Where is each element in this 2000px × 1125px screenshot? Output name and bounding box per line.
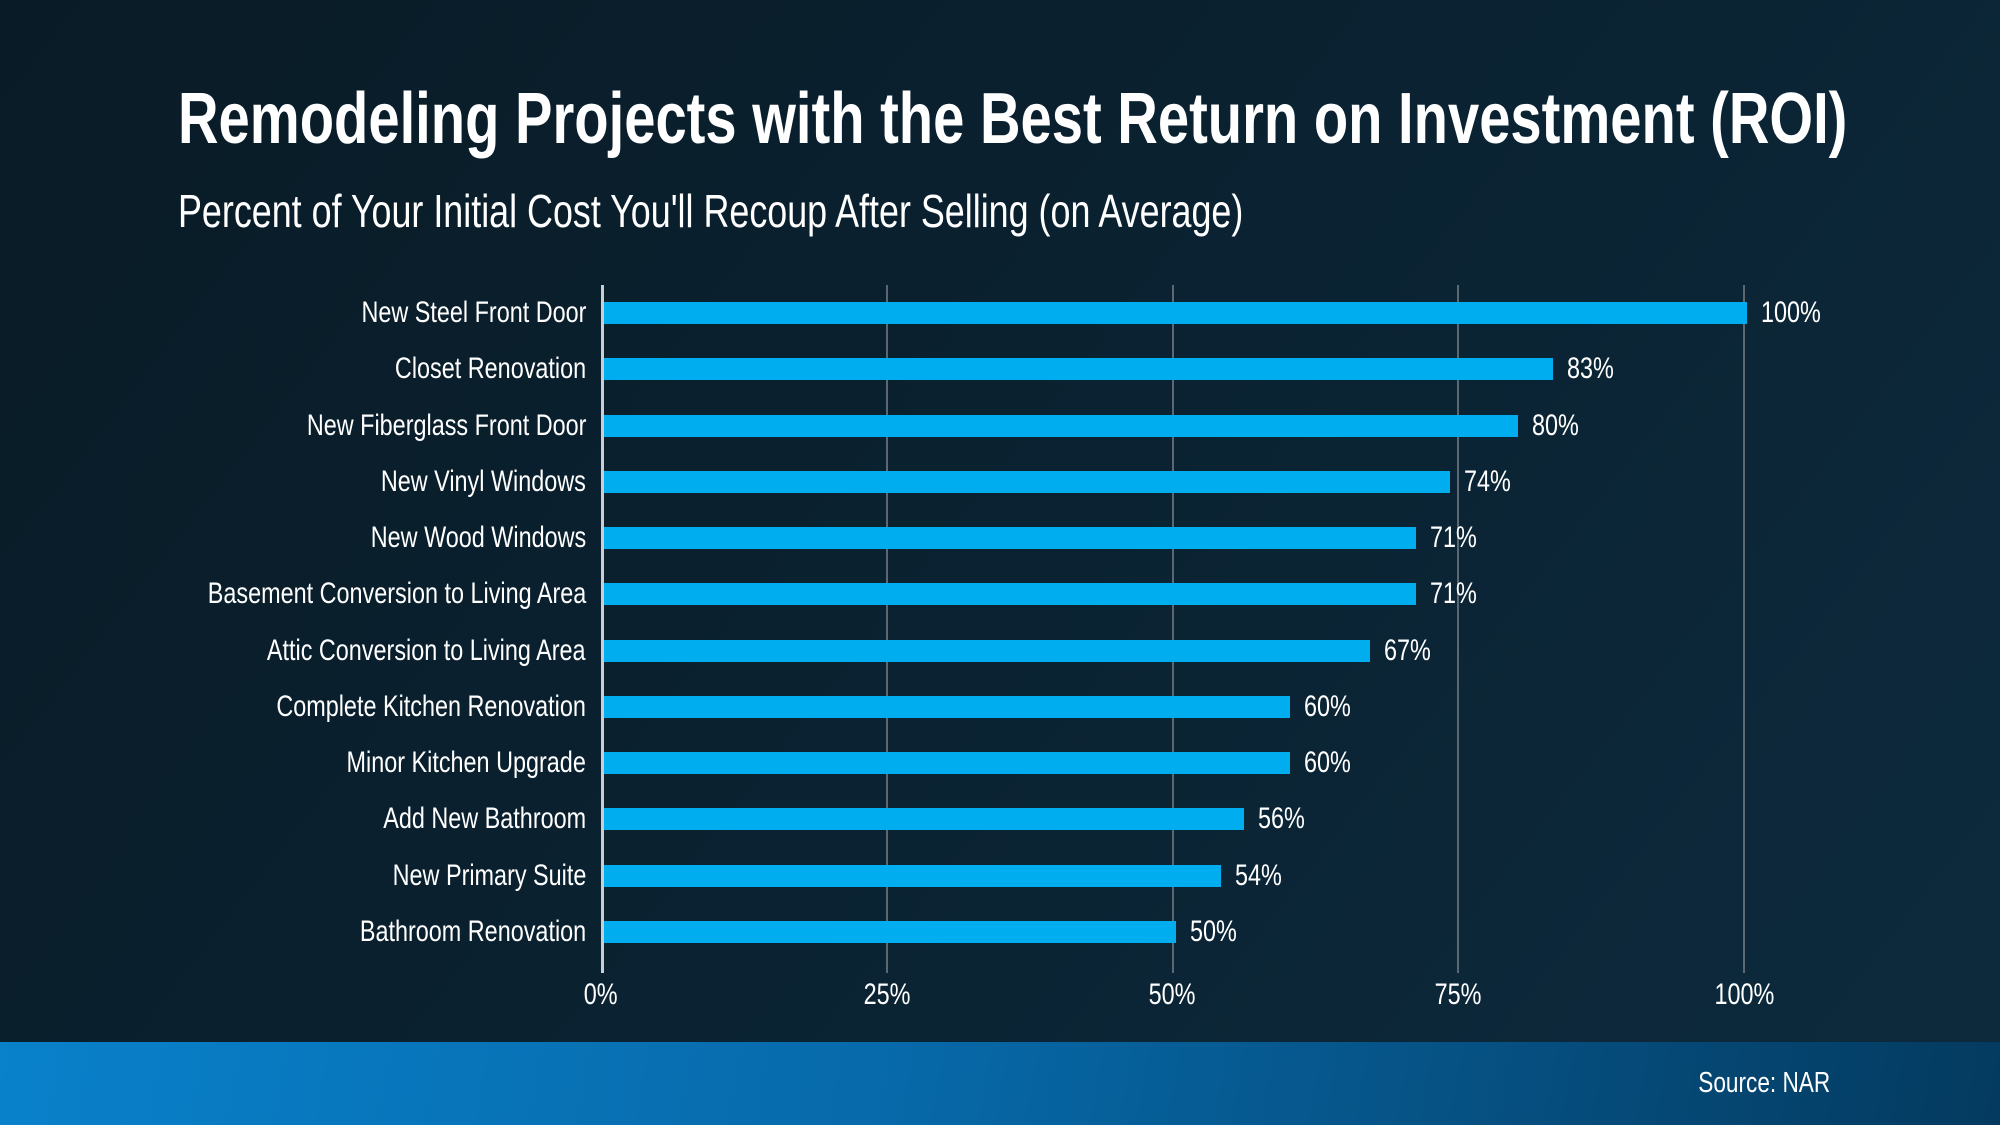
bar xyxy=(604,302,1747,325)
value-label: 54% xyxy=(1235,856,1295,896)
value-label: 67% xyxy=(1384,631,1444,671)
gridline-100 xyxy=(1743,285,1745,973)
y-axis-line xyxy=(601,285,604,973)
bar xyxy=(604,808,1245,831)
category-label-text: New Primary Suite xyxy=(392,858,586,892)
category-label: Closet Renovation xyxy=(26,349,586,389)
value-label: 80% xyxy=(1532,406,1592,446)
bar xyxy=(604,639,1370,662)
x-tick-label-25: 25% xyxy=(812,975,962,1015)
category-label: Basement Conversion to Living Area xyxy=(26,574,586,614)
page-subtitle: Percent of Your Initial Cost You'll Reco… xyxy=(178,186,1544,237)
value-label-text: 100% xyxy=(1761,296,1821,330)
value-label-text: 50% xyxy=(1189,914,1237,948)
value-label-text: 71% xyxy=(1429,577,1477,611)
footer-bar: Source: NAR xyxy=(0,1042,2000,1125)
bar xyxy=(604,583,1416,606)
category-label-text: Closet Renovation xyxy=(394,352,586,386)
bar xyxy=(604,527,1416,550)
category-label: Attic Conversion to Living Area xyxy=(26,631,586,671)
bar xyxy=(604,358,1553,381)
category-label-text: Add New Bathroom xyxy=(383,802,586,836)
category-label-text: New Steel Front Door xyxy=(361,296,586,330)
x-tick-label-0: 0% xyxy=(526,975,676,1015)
bar xyxy=(604,864,1222,887)
category-label: New Vinyl Windows xyxy=(26,462,586,502)
bar xyxy=(604,752,1290,775)
gridline-25 xyxy=(885,285,888,973)
category-label-text: New Fiberglass Front Door xyxy=(306,408,586,442)
gridline-50 xyxy=(1171,285,1174,973)
category-label-text: Minor Kitchen Upgrade xyxy=(346,746,586,780)
bar xyxy=(604,470,1450,493)
category-label-text: New Vinyl Windows xyxy=(380,464,586,498)
category-label: New Wood Windows xyxy=(26,518,586,558)
value-label: 74% xyxy=(1464,462,1524,502)
value-label-text: 74% xyxy=(1463,464,1511,498)
category-label: Bathroom Renovation xyxy=(26,912,586,952)
category-label-text: Basement Conversion to Living Area xyxy=(207,577,586,611)
value-label: 60% xyxy=(1304,687,1364,727)
value-label-text: 71% xyxy=(1429,521,1477,555)
page-title: Remodeling Projects with the Best Return… xyxy=(178,79,2000,159)
value-label-text: 56% xyxy=(1258,802,1305,836)
chart-area: New Steel Front Door 100% Closet Renovatio… xyxy=(0,285,2000,1011)
category-label-text: Complete Kitchen Renovation xyxy=(276,689,586,723)
x-tick-label-text: 50% xyxy=(1149,978,1196,1011)
category-label: New Steel Front Door xyxy=(26,293,586,333)
bar xyxy=(604,414,1519,437)
value-label: 56% xyxy=(1258,799,1318,839)
value-label: 100% xyxy=(1761,293,1838,333)
value-label-text: 80% xyxy=(1532,408,1580,442)
bar xyxy=(604,920,1176,943)
page-subtitle-text: Percent of Your Initial Cost You'll Reco… xyxy=(178,185,1244,237)
category-label: Minor Kitchen Upgrade xyxy=(26,743,586,783)
x-tick-label-text: 25% xyxy=(863,978,911,1011)
x-tick-label-75: 75% xyxy=(1383,975,1533,1015)
category-label: Complete Kitchen Renovation xyxy=(26,687,586,727)
value-label-text: 67% xyxy=(1383,633,1431,667)
value-label: 83% xyxy=(1567,349,1627,389)
value-label: 71% xyxy=(1430,518,1490,558)
x-tick-label-text: 75% xyxy=(1434,978,1482,1011)
value-label-text: 83% xyxy=(1566,352,1614,386)
category-label: New Primary Suite xyxy=(26,856,586,896)
value-label: 60% xyxy=(1304,743,1364,783)
category-label-text: Attic Conversion to Living Area xyxy=(267,633,586,667)
value-label: 71% xyxy=(1430,574,1490,614)
category-label: Add New Bathroom xyxy=(26,799,586,839)
category-label: New Fiberglass Front Door xyxy=(26,406,586,446)
bar xyxy=(604,695,1290,718)
x-tick-label-text: 0% xyxy=(584,978,618,1011)
category-label-text: New Wood Windows xyxy=(370,521,586,555)
category-label-text: Bathroom Renovation xyxy=(359,914,586,948)
value-label-text: 60% xyxy=(1303,746,1351,780)
value-label-text: 60% xyxy=(1303,689,1351,723)
x-tick-label-100: 100% xyxy=(1669,975,1819,1015)
value-label-text: 54% xyxy=(1235,858,1283,892)
source-label: Source: NAR xyxy=(1661,1042,1830,1125)
source-label-text: Source: NAR xyxy=(1697,1067,1830,1099)
x-tick-label-50: 50% xyxy=(1098,975,1248,1015)
x-tick-label-text: 100% xyxy=(1714,978,1774,1011)
gridline-75 xyxy=(1457,285,1460,973)
page-title-text: Remodeling Projects with the Best Return… xyxy=(178,79,1848,159)
value-label: 50% xyxy=(1190,912,1250,952)
